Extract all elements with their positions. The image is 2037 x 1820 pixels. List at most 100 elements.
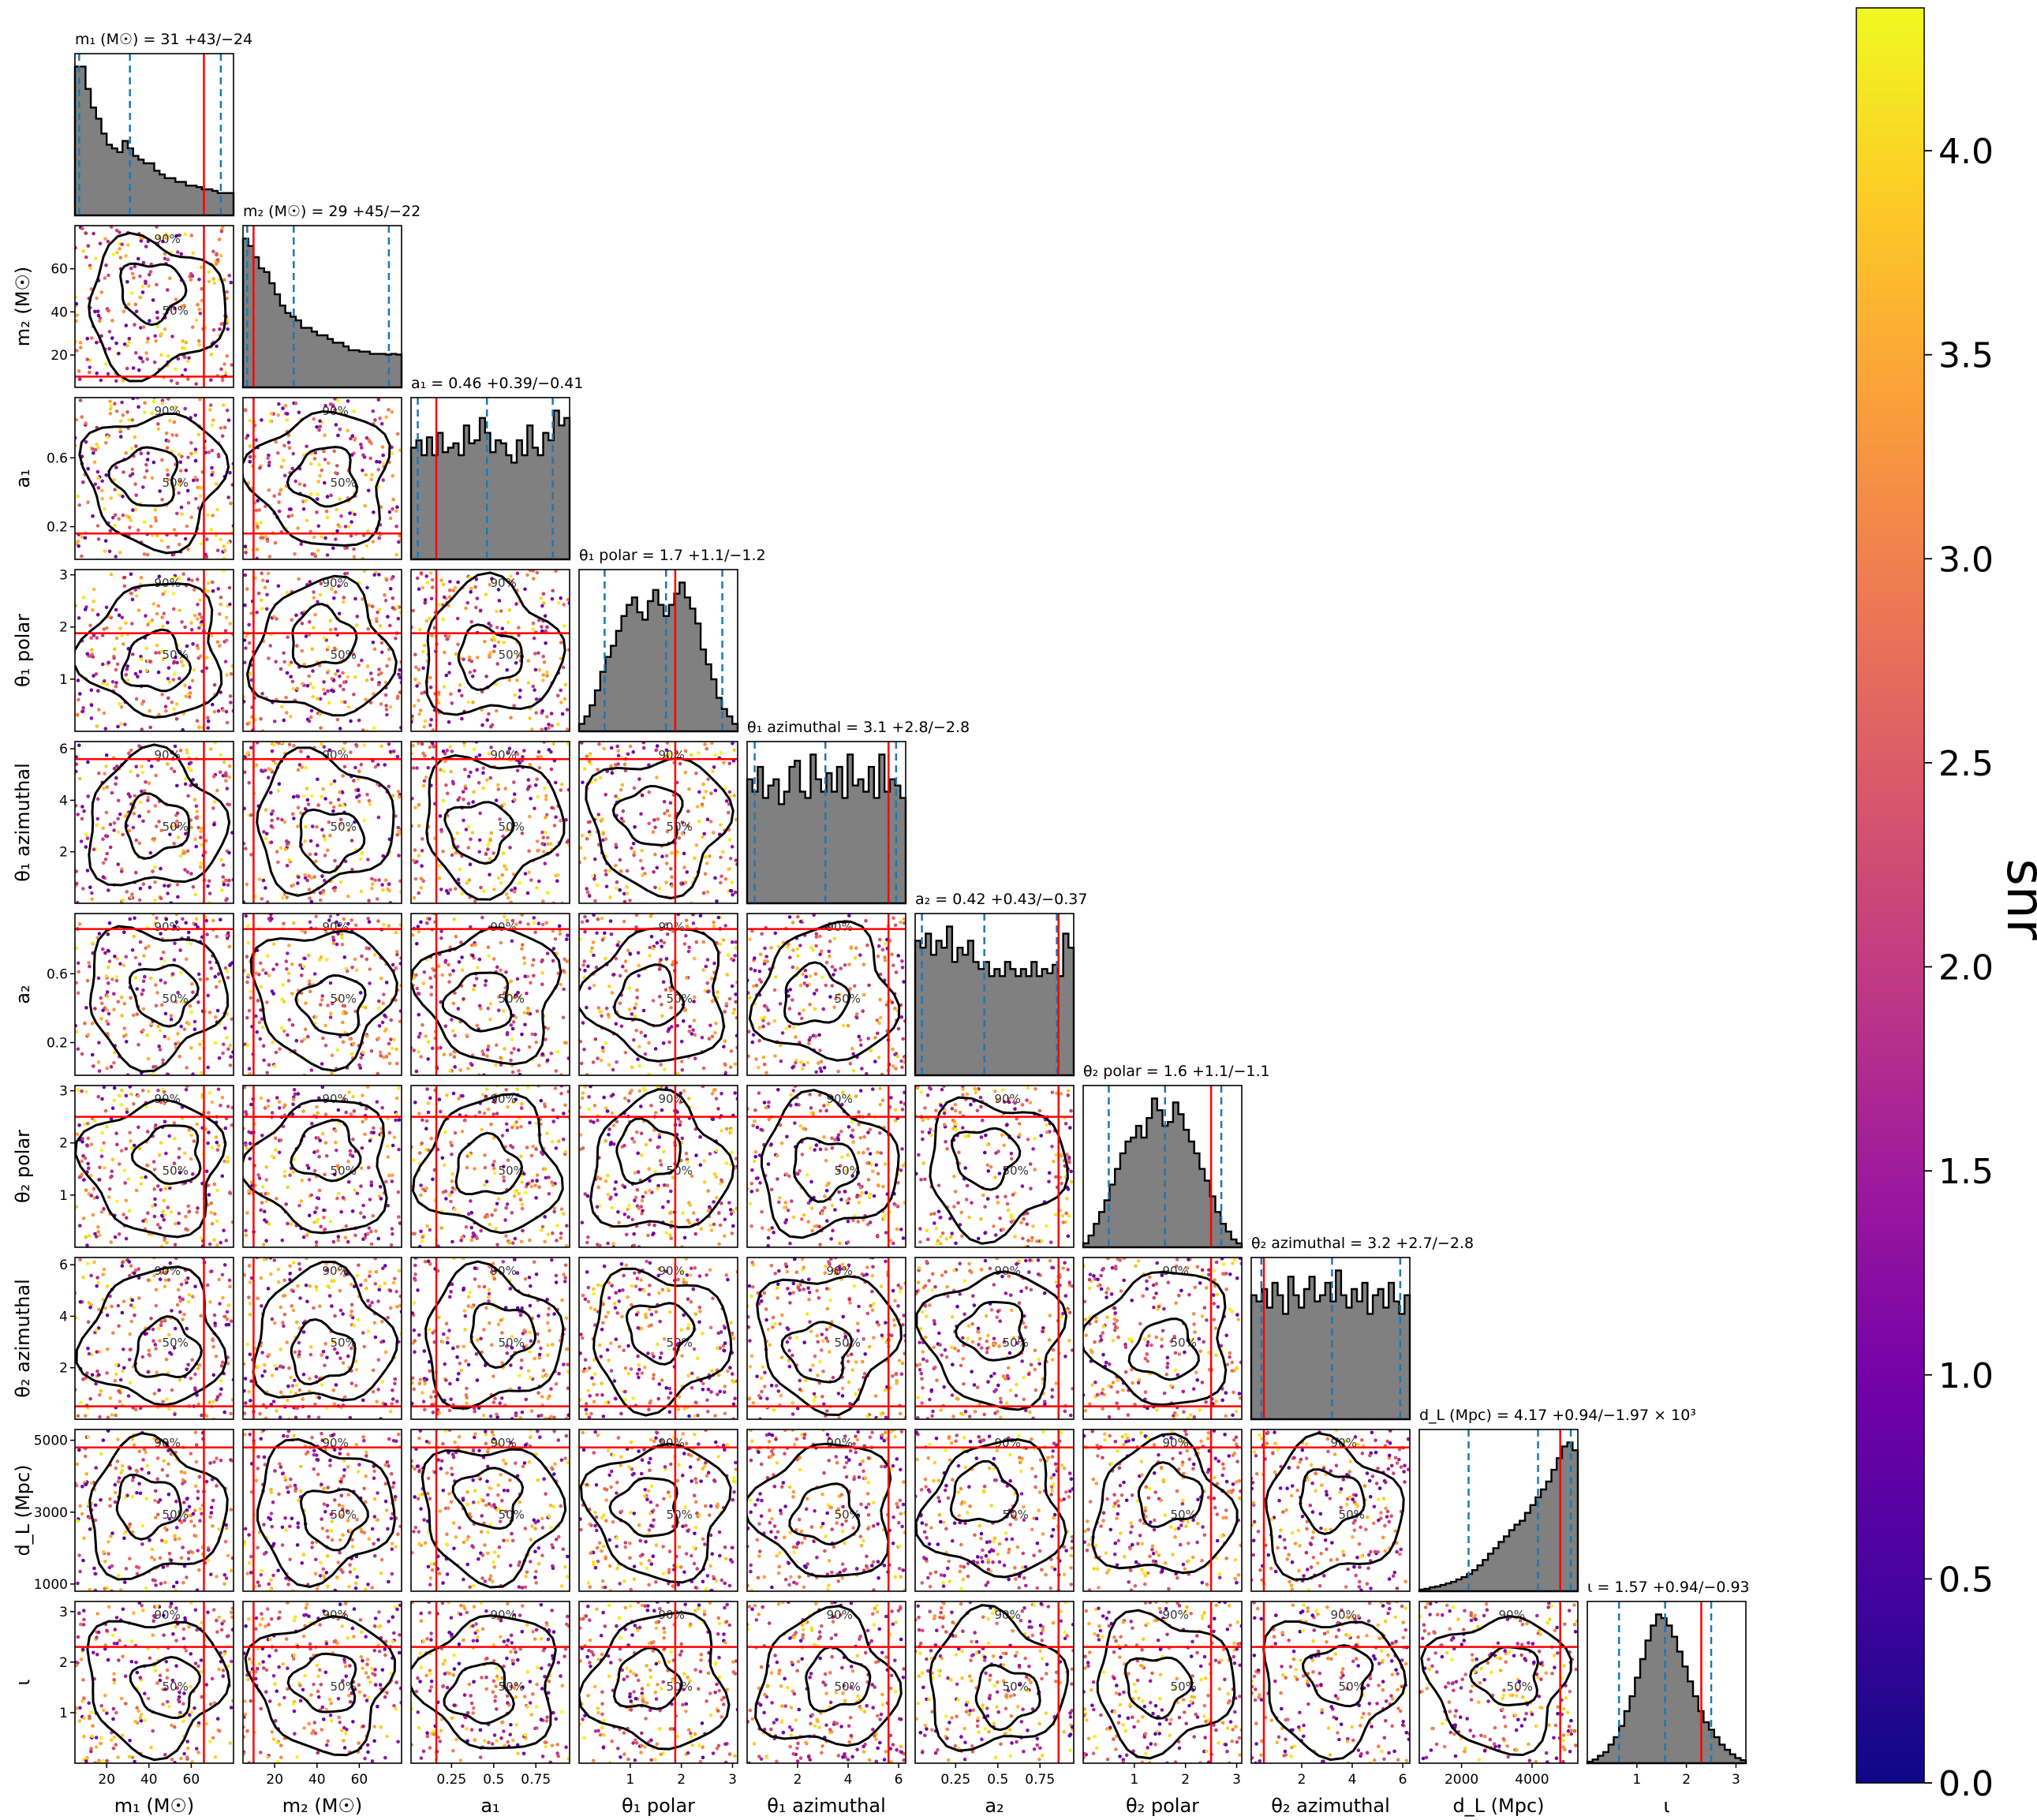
sample-point xyxy=(159,332,163,336)
sample-point xyxy=(104,834,108,838)
sample-point xyxy=(702,796,706,800)
sample-point xyxy=(678,836,682,840)
sample-point xyxy=(199,977,203,981)
sample-point xyxy=(103,772,107,775)
sample-point xyxy=(287,663,291,667)
sample-point xyxy=(328,834,332,838)
sample-point xyxy=(84,231,88,235)
sample-point xyxy=(415,1070,419,1074)
sample-point xyxy=(151,476,155,480)
sample-point xyxy=(87,961,91,965)
panel-a2-vs-m1: 90%50%0.20.6a₂ xyxy=(12,912,235,1077)
sample-point xyxy=(626,1208,630,1212)
sample-point xyxy=(229,502,233,506)
sample-point xyxy=(262,1045,266,1048)
sample-point xyxy=(137,744,141,748)
sample-point xyxy=(118,1232,121,1236)
sample-point xyxy=(489,1002,493,1006)
sample-point xyxy=(503,802,506,806)
sample-point xyxy=(708,1037,712,1041)
sample-point xyxy=(640,849,644,853)
sample-point xyxy=(331,690,335,693)
sample-point xyxy=(149,525,153,529)
sample-point xyxy=(302,1235,306,1239)
sample-point xyxy=(276,451,280,455)
sample-point xyxy=(331,809,335,813)
sample-point xyxy=(321,787,325,791)
sample-point xyxy=(132,366,136,370)
sample-point xyxy=(592,940,596,944)
sample-point xyxy=(323,1173,327,1177)
sample-point xyxy=(693,957,697,961)
sample-point xyxy=(207,1193,211,1197)
sample-point xyxy=(488,841,491,845)
sample-point xyxy=(360,446,364,450)
sample-point xyxy=(454,586,458,590)
sample-point xyxy=(191,642,195,646)
sample-point xyxy=(100,489,104,493)
sample-point xyxy=(245,634,249,638)
sample-point xyxy=(267,1099,271,1103)
sample-point xyxy=(316,1196,320,1200)
sample-point xyxy=(448,973,452,977)
sample-point xyxy=(226,970,230,974)
sample-point xyxy=(379,1197,383,1201)
sample-point xyxy=(133,1144,136,1148)
sample-point xyxy=(260,1097,264,1101)
sample-point xyxy=(146,553,150,557)
sample-point xyxy=(648,946,652,950)
sample-point xyxy=(492,888,496,891)
sample-point xyxy=(446,637,450,641)
sample-point xyxy=(130,1146,134,1150)
sample-point xyxy=(381,454,385,458)
sample-point xyxy=(206,1142,210,1145)
sample-point xyxy=(228,603,232,607)
sample-point xyxy=(628,899,632,903)
sample-point xyxy=(153,1215,157,1219)
sample-point xyxy=(511,1241,515,1245)
sample-point xyxy=(335,943,339,947)
sample-point xyxy=(226,1048,230,1052)
sample-point xyxy=(491,635,495,639)
sample-point xyxy=(319,424,323,428)
sample-point xyxy=(439,768,443,772)
sample-point xyxy=(133,916,136,920)
sample-point xyxy=(378,536,382,540)
sample-point xyxy=(473,1167,477,1171)
sample-point xyxy=(688,1025,692,1029)
sample-point xyxy=(588,820,592,824)
sample-point xyxy=(559,641,563,645)
sample-point xyxy=(391,606,395,610)
sample-point xyxy=(532,959,536,962)
sample-point xyxy=(312,875,316,879)
sample-point xyxy=(451,969,455,973)
scatter-group: 90%50% xyxy=(73,396,236,560)
sample-point xyxy=(385,708,389,712)
sample-point xyxy=(125,1199,129,1203)
sample-point xyxy=(389,705,393,709)
sample-point xyxy=(562,603,566,607)
sample-point xyxy=(532,577,536,581)
sample-point xyxy=(163,1199,166,1203)
sample-point xyxy=(365,1034,369,1038)
sample-point xyxy=(249,460,252,464)
sample-point xyxy=(219,603,222,607)
sample-point xyxy=(118,247,121,251)
sample-point xyxy=(515,1126,519,1130)
sample-point xyxy=(693,1057,697,1061)
sample-point xyxy=(163,981,167,985)
sample-point xyxy=(339,1210,343,1214)
sample-point xyxy=(305,519,309,523)
sample-point xyxy=(125,955,129,959)
sample-point xyxy=(189,691,192,695)
sample-point xyxy=(264,1239,268,1243)
sample-point xyxy=(359,858,363,861)
sample-point xyxy=(415,942,419,946)
sample-point xyxy=(129,267,133,271)
sample-point xyxy=(526,787,530,791)
sample-point xyxy=(862,962,866,966)
sample-point xyxy=(316,843,320,847)
sample-point xyxy=(365,958,369,962)
sample-point xyxy=(337,1108,341,1112)
sample-point xyxy=(540,971,544,975)
